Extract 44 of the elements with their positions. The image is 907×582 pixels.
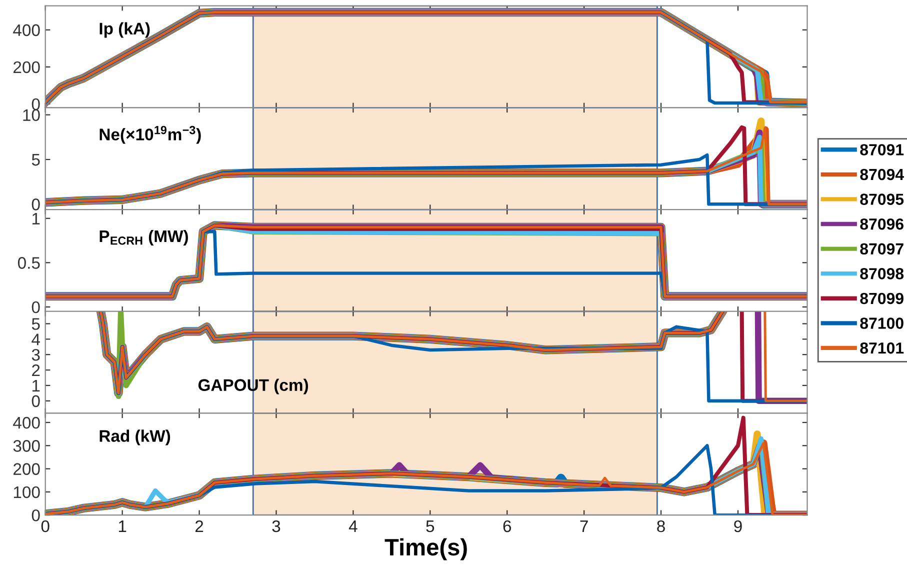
legend-label: 87096 [860,218,904,230]
x-tick-label: 0 [41,520,50,532]
y-tick-label: 10 [23,109,40,122]
legend-label: 87100 [860,318,904,329]
x-tick-label: 3 [272,520,280,532]
y-tick-label: 300 [13,440,40,452]
y-tick-label: 1 [32,380,40,392]
y-tick-label: 5 [32,318,40,330]
legend-label: 87095 [860,194,904,205]
legend-label: 87099 [860,292,904,304]
y-tick-label: 0 [32,509,40,522]
y-tick-label: 0 [32,395,40,408]
y-tick-label: 0 [32,198,40,210]
y-tick-label: 200 [14,463,40,475]
y-tick-label: 0 [32,301,40,314]
legend-label: 87098 [860,268,904,280]
text: P$_{ECRH}$ (MW) [100,230,188,246]
y-tick-label: 1 [32,212,40,224]
legend-label: 87097 [860,243,904,255]
x-tick-label: 2 [195,520,204,532]
x-tick-label: 5 [426,520,434,532]
text: Ip (kA) [100,22,150,38]
x-axis-title: Time(s) [384,538,467,560]
x-tick-label: 1 [118,520,126,532]
y-tick-label: 200 [14,61,40,74]
legend-label: 87101 [860,342,904,354]
y-tick-label: 3 [32,348,40,361]
y-tick-label: 4 [32,334,40,346]
y-tick-label: 0.5 [18,257,40,269]
legend-label: 87094 [860,168,904,180]
legend-label: 87091 [860,144,904,156]
y-tick-label: 0 [32,98,40,110]
y-tick-label: 5 [32,154,40,166]
x-tick-label: 9 [734,520,742,532]
text: Ne(×10$^{19}$m$^{−3}$) [100,126,201,144]
y-tick-label: 100 [14,486,40,498]
x-tick-label: 8 [657,520,665,532]
y-tick-label: 400 [13,416,40,429]
y-tick-label: 400 [13,24,40,36]
x-tick-label: 7 [580,520,588,532]
x-tick-label: 4 [348,520,358,532]
x-tick-label: 6 [503,520,511,532]
y-tick-label: 2 [32,364,40,376]
text: Rad (kW) [100,430,170,446]
